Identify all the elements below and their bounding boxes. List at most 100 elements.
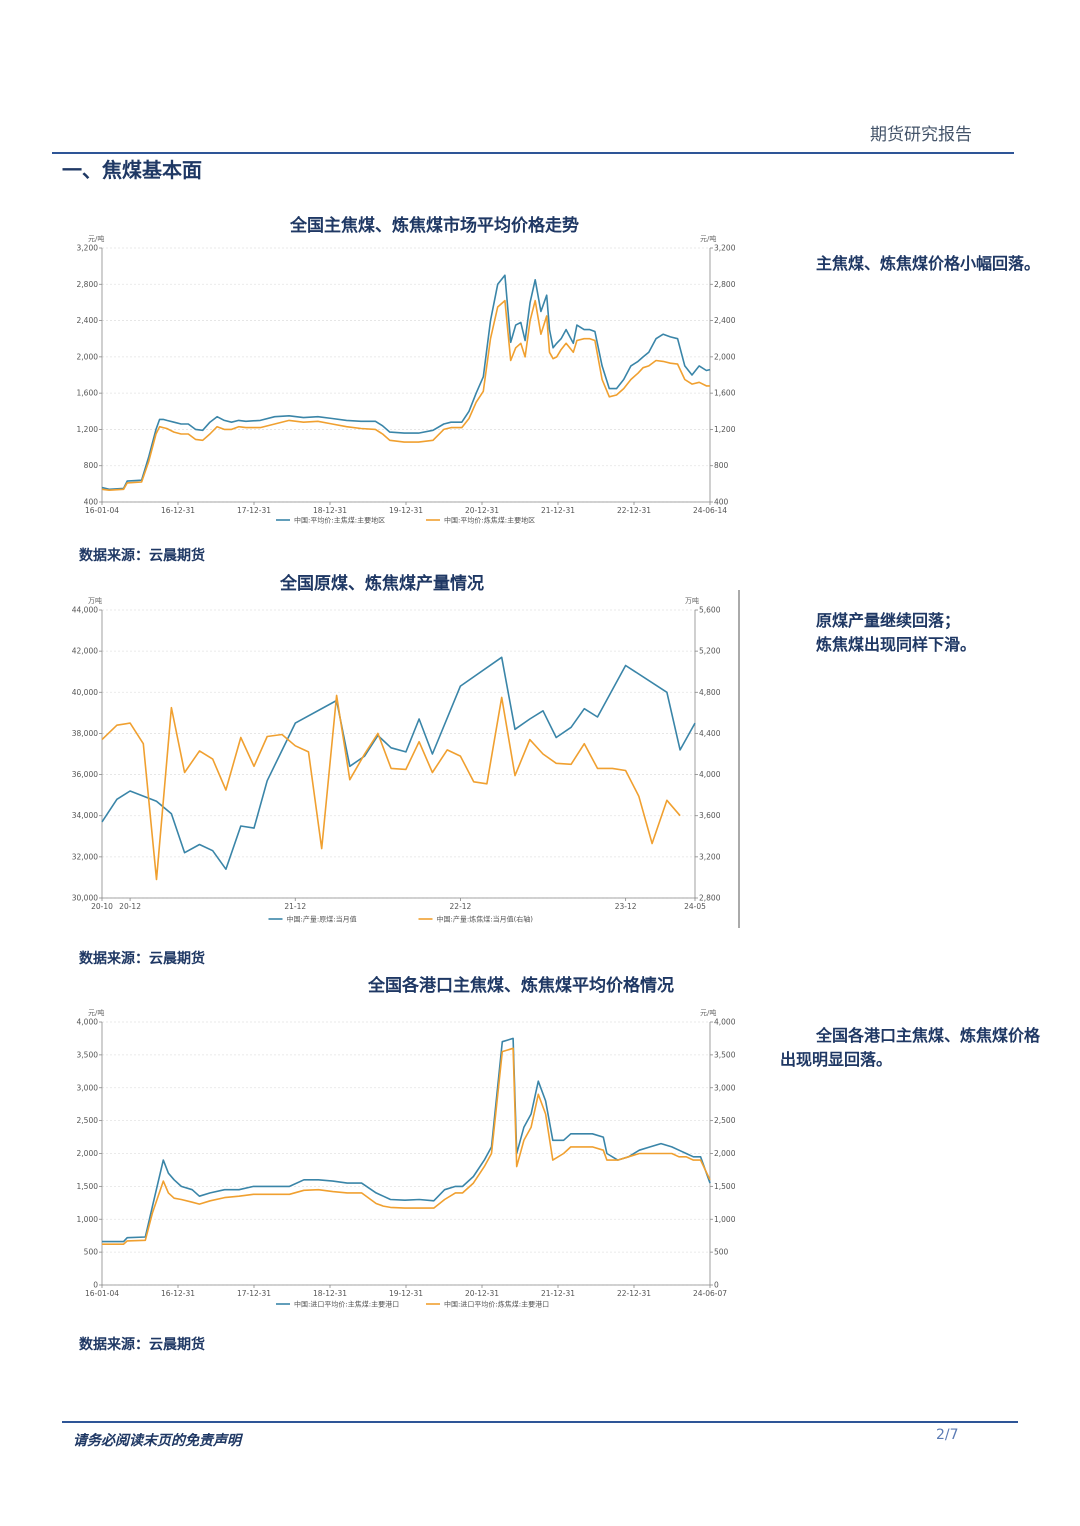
left-tick-label: 2,000 [77,1149,99,1158]
series-line-1 [101,274,711,491]
left-tick-label: 4,000 [77,1018,99,1027]
left-tick-label: 2,400 [77,316,99,325]
left-tick-label: 44,000 [72,606,98,615]
right-tick-label: 2,000 [714,352,736,361]
left-unit-label: 万吨 [88,596,102,605]
disclaimer-note: 请务必阅读末页的免责声明 [73,1433,241,1449]
x-tick-label: 20-10 [91,902,113,911]
left-tick-label: 38,000 [72,729,98,738]
right-tick-label: 800 [714,461,729,470]
left-tick-label: 1,600 [77,389,99,398]
x-tick-label: 16-12-31 [161,506,195,515]
right-tick-label: 5,600 [699,606,721,615]
left-unit-label: 元/吨 [88,1008,104,1017]
left-tick-label: 0 [93,1281,98,1290]
right-tick-label: 0 [714,1281,719,1290]
left-unit-label: 元/吨 [88,234,104,243]
series-line-2 [101,299,710,492]
right-tick-label: 2,400 [714,316,736,325]
x-tick-label: 22-12-31 [617,506,651,515]
right-unit-label: 万吨 [685,596,699,605]
left-tick-label: 2,800 [77,280,99,289]
left-tick-label: 400 [84,498,99,507]
right-unit-label: 元/吨 [700,234,716,243]
left-tick-label: 42,000 [72,647,98,656]
chart-3-source: 数据来源：云晨期货 [79,1337,205,1353]
x-tick-label: 20-12-31 [465,506,499,515]
right-tick-label: 4,400 [699,729,721,738]
chart-1-source: 数据来源：云晨期货 [79,548,205,564]
chart-1-title: 全国主焦煤、炼焦煤市场平均价格走势 [290,216,579,236]
series-line-2 [102,1047,711,1245]
right-tick-label: 1,000 [714,1215,736,1224]
right-tick-label: 2,000 [714,1149,736,1158]
left-tick-label: 1,200 [77,425,99,434]
footer-rule [62,1421,1018,1423]
left-tick-label: 2,000 [77,352,99,361]
x-tick-label: 17-12-31 [237,506,271,515]
report-header-title: 期货研究报告 [870,125,972,145]
chart-1-comment: 主焦煤、炼焦煤价格小幅回落。 [816,254,1041,273]
right-tick-label: 2,500 [714,1116,736,1125]
header-rule [52,152,1014,154]
x-tick-label: 16-12-31 [161,1289,195,1298]
left-tick-label: 2,500 [77,1116,99,1125]
left-tick-label: 3,000 [77,1083,99,1092]
right-tick-label: 5,200 [699,647,721,656]
x-tick-label: 20-12 [119,902,141,911]
left-tick-label: 32,000 [72,852,98,861]
right-tick-label: 3,500 [714,1050,736,1059]
x-tick-label: 21-12-31 [541,506,575,515]
x-tick-label: 19-12-31 [389,1289,423,1298]
right-tick-label: 4,000 [699,770,721,779]
left-tick-label: 1,000 [77,1215,99,1224]
x-tick-label: 22-12 [450,902,472,911]
page-number: 2/7 [936,1427,959,1443]
x-tick-label: 17-12-31 [237,1289,271,1298]
x-tick-label: 20-12-31 [465,1289,499,1298]
chart-1-price-trend: 元/吨 元/吨 400 800 1,200 1,600 2,000 2,400 2,800 3,2… [77,234,736,525]
right-tick-label: 4,800 [699,688,721,697]
x-tick-label: 16-01-04 [85,1289,119,1298]
x-tick-label: 24-06-14 [693,506,727,515]
chart-3-comment: 全国各港口主焦煤、炼焦煤价格出现明显回落。 [780,1026,1041,1069]
right-tick-label: 1,600 [714,389,736,398]
chart-2-title: 全国原煤、炼焦煤产量情况 [280,574,484,594]
series-line-2 [101,694,681,881]
chart-2-output: 万吨 万吨 30,000 32,000 34,000 36,000 38,000 40,000… [72,590,740,928]
right-tick-label: 2,800 [699,894,721,903]
chart-2-source: 数据来源：云晨期货 [79,951,205,967]
left-tick-label: 40,000 [72,688,98,697]
right-tick-label: 3,200 [714,244,736,253]
x-tick-label: 24-05 [684,902,706,911]
legend-label-2: 中国:产量:炼焦煤:当月值(右轴) [437,915,534,924]
right-tick-label: 400 [714,498,729,507]
right-tick-label: 4,000 [714,1018,736,1027]
left-tick-label: 1,500 [77,1182,99,1191]
series-line-1 [102,1037,711,1243]
legend-label-2: 中国:平均价:炼焦煤:主要地区 [444,516,535,525]
chart-2-comment-line-1: 原煤产量继续回落； [816,611,961,630]
x-tick-label: 18-12-31 [313,1289,347,1298]
x-tick-label: 23-12 [615,902,637,911]
left-tick-label: 30,000 [72,894,98,903]
x-tick-label: 18-12-31 [313,506,347,515]
chart-3-port-price: 元/吨 元/吨 0 500 1,000 1,500 2,000 2,500 3,000 3,500… [77,1008,736,1309]
legend-label-1: 中国:产量:原煤:当月值 [287,915,357,924]
right-unit-label: 元/吨 [700,1008,716,1017]
left-tick-label: 500 [84,1248,99,1257]
x-tick-label: 21-12-31 [541,1289,575,1298]
left-tick-label: 3,200 [77,244,99,253]
x-tick-label: 24-06-07 [693,1289,727,1298]
x-tick-label: 19-12-31 [389,506,423,515]
chart-2-comment: 原煤产量继续回落； 炼焦煤出现同样下滑。 [816,609,1036,657]
legend-label-1: 中国:平均价:主焦煤:主要地区 [294,516,385,525]
series-line-1 [101,656,696,871]
right-tick-label: 3,600 [699,811,721,820]
x-tick-label: 16-01-04 [85,506,119,515]
right-tick-label: 1,200 [714,425,736,434]
right-tick-label: 1,500 [714,1182,736,1191]
left-tick-label: 3,500 [77,1050,99,1059]
legend-label-1: 中国:进口平均价:主焦煤:主要港口 [294,1300,399,1309]
right-tick-label: 3,200 [699,852,721,861]
